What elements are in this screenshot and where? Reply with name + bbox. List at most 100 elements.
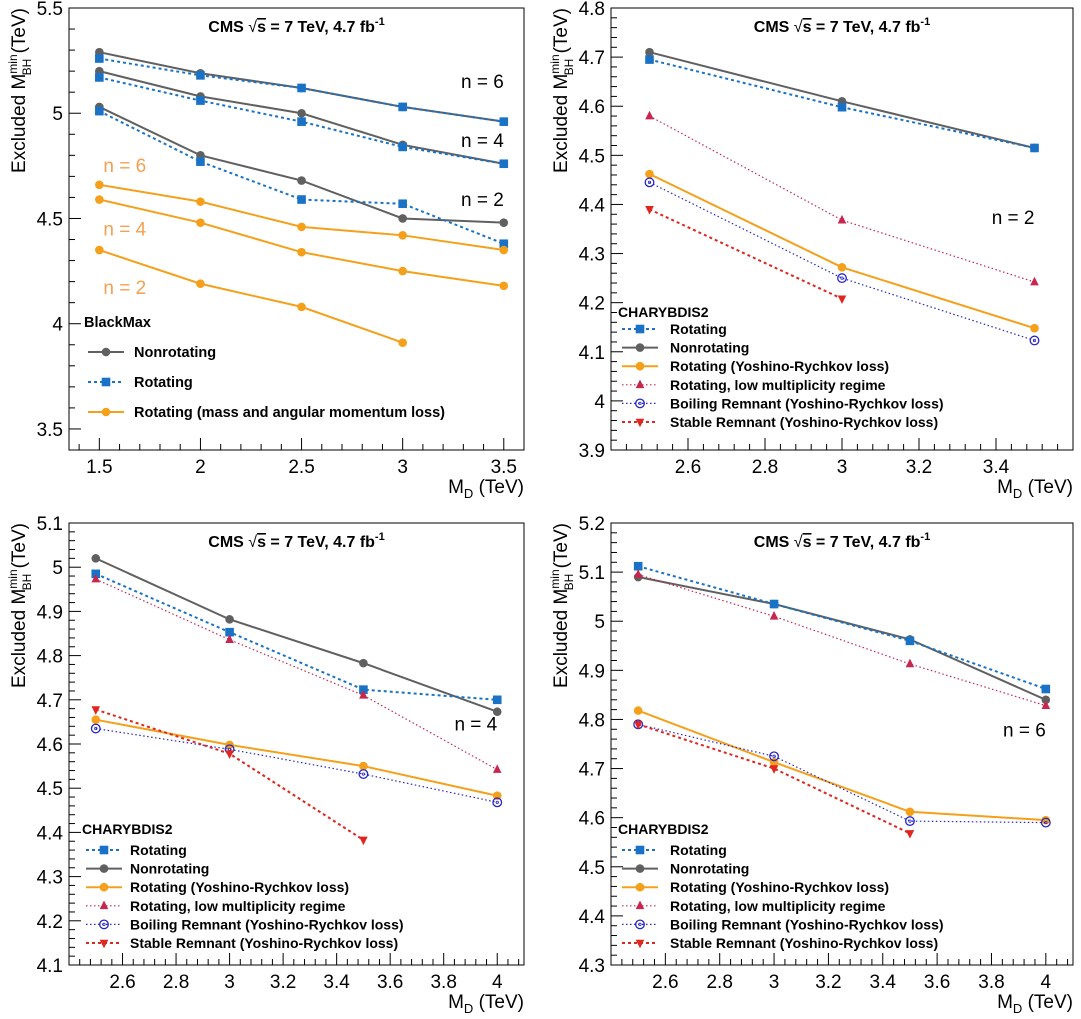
legend-marker <box>101 347 111 357</box>
data-point <box>359 836 368 846</box>
legend-marker <box>635 939 645 949</box>
series-line <box>637 576 1047 701</box>
series-nonrot <box>91 554 502 717</box>
chart-title: CMS √s = 7 TeV, 4.7 fb-1 <box>754 16 930 36</box>
n-label: n = 4 <box>461 131 504 152</box>
data-point <box>196 218 205 227</box>
y-tick-label: 5.5 <box>37 0 63 20</box>
data-point <box>225 750 234 760</box>
data-point <box>904 816 915 827</box>
data-point <box>645 206 654 215</box>
legend-marker <box>99 845 109 855</box>
series-line <box>95 572 498 701</box>
x-tick-label: 3.2 <box>906 457 932 478</box>
legend-label: Rotating <box>134 375 193 391</box>
plot-frame <box>610 522 1074 966</box>
data-point <box>359 658 368 668</box>
series-rot <box>633 561 1051 694</box>
chart-title: CMS √s = 7 TeV, 4.7 fb-1 <box>754 531 930 551</box>
data-point <box>91 706 101 715</box>
series-yr <box>95 180 509 255</box>
series-line <box>95 578 498 771</box>
legend-marker <box>635 864 645 873</box>
data-point <box>492 695 502 705</box>
data-point <box>769 611 779 620</box>
n-label: n = 4 <box>103 219 146 240</box>
x-axis-label: MD (TeV) <box>448 477 524 501</box>
data-point <box>196 96 205 105</box>
legend-label: Nonrotating <box>670 340 749 356</box>
data-point <box>95 245 104 255</box>
chart-panel-2: 3.9 4 4.1 4.2 4.3 4.4 4.5 4.6 4.7 4.8 2.6 2.8 3 3.2 3.… <box>548 0 1074 501</box>
series-line <box>649 115 1035 283</box>
x-tick-label: 2.8 <box>706 972 732 993</box>
data-point <box>196 197 205 206</box>
data-point <box>359 685 368 694</box>
legend-marker <box>99 882 109 892</box>
data-point <box>633 706 643 715</box>
legend-marker <box>635 418 645 428</box>
legend-label: Rotating <box>670 842 727 858</box>
y-tick-label: 4.6 <box>37 735 63 756</box>
legend-title: CHARYBDIS2 <box>82 821 173 837</box>
series-boil <box>644 177 1040 346</box>
y-tick-label: 5.1 <box>37 514 63 535</box>
data-point <box>297 302 306 312</box>
legend: BlackMax Nonrotating Rotating Rotating (mas… <box>84 315 445 421</box>
y-tick-label: 4.5 <box>37 779 63 800</box>
data-point <box>1030 143 1039 153</box>
data-point <box>1041 684 1051 694</box>
x-tick-label: 1.5 <box>86 457 112 478</box>
data-point <box>91 554 101 563</box>
data-point <box>645 55 654 64</box>
legend-label: Rotating (Yoshino-Rychkov loss) <box>670 879 889 895</box>
n-label: n = 6 <box>103 156 146 177</box>
series-nonrot <box>645 47 1039 153</box>
data-point <box>633 721 643 730</box>
y-tick-label: 5 <box>594 612 605 633</box>
y-tick-label: 4.1 <box>579 343 605 364</box>
series-boil <box>633 719 1051 828</box>
x-tick-label: 2.6 <box>652 972 678 993</box>
data-point <box>1030 323 1039 333</box>
legend-label: Boiling Remnant (Yoshino-Rychkov loss) <box>130 916 404 932</box>
legend-label: Nonrotating <box>134 345 216 361</box>
data-point <box>1041 700 1051 709</box>
series-yr <box>645 169 1039 333</box>
data-point <box>905 636 915 646</box>
legend-marker <box>635 900 645 910</box>
legend-marker <box>635 845 645 855</box>
x-axis-label: MD (TeV) <box>997 992 1073 1016</box>
data-point <box>225 615 234 624</box>
y-tick-label: 4.1 <box>37 956 63 977</box>
x-tick-label: 2.5 <box>288 457 314 478</box>
series-line <box>95 718 498 797</box>
data-point <box>905 658 915 668</box>
x-tick-label: 4 <box>1041 972 1052 993</box>
n-label: n = 4 <box>454 715 497 736</box>
data-point <box>492 707 502 717</box>
series-stable <box>633 721 915 839</box>
data-point <box>1040 817 1051 828</box>
series-line <box>649 208 843 300</box>
x-tick-label: 2.8 <box>163 972 189 993</box>
legend-label: Stable Remnant (Yoshino-Rychkov loss) <box>130 935 398 951</box>
y-tick-label: 3.5 <box>37 420 63 441</box>
data-point <box>398 338 407 347</box>
y-tick-label: 4.4 <box>37 823 64 844</box>
data-point <box>769 599 779 609</box>
series-stable <box>91 706 368 846</box>
y-tick-label: 4.8 <box>579 710 605 731</box>
y-tick-label: 4.9 <box>37 602 63 623</box>
legend-marker <box>635 361 645 371</box>
x-tick-label: 3.5 <box>491 457 517 478</box>
data-point <box>499 281 509 291</box>
y-tick-label: 4.3 <box>579 956 605 977</box>
series-yr <box>95 195 509 291</box>
x-tick-label: 3.4 <box>323 972 350 993</box>
series-line <box>638 723 1046 824</box>
chart-panel-1: 3.544.555.51.5 2 2.5 3 3.5MD (TeV)Excluded M… <box>6 0 525 501</box>
data-point <box>225 634 234 643</box>
